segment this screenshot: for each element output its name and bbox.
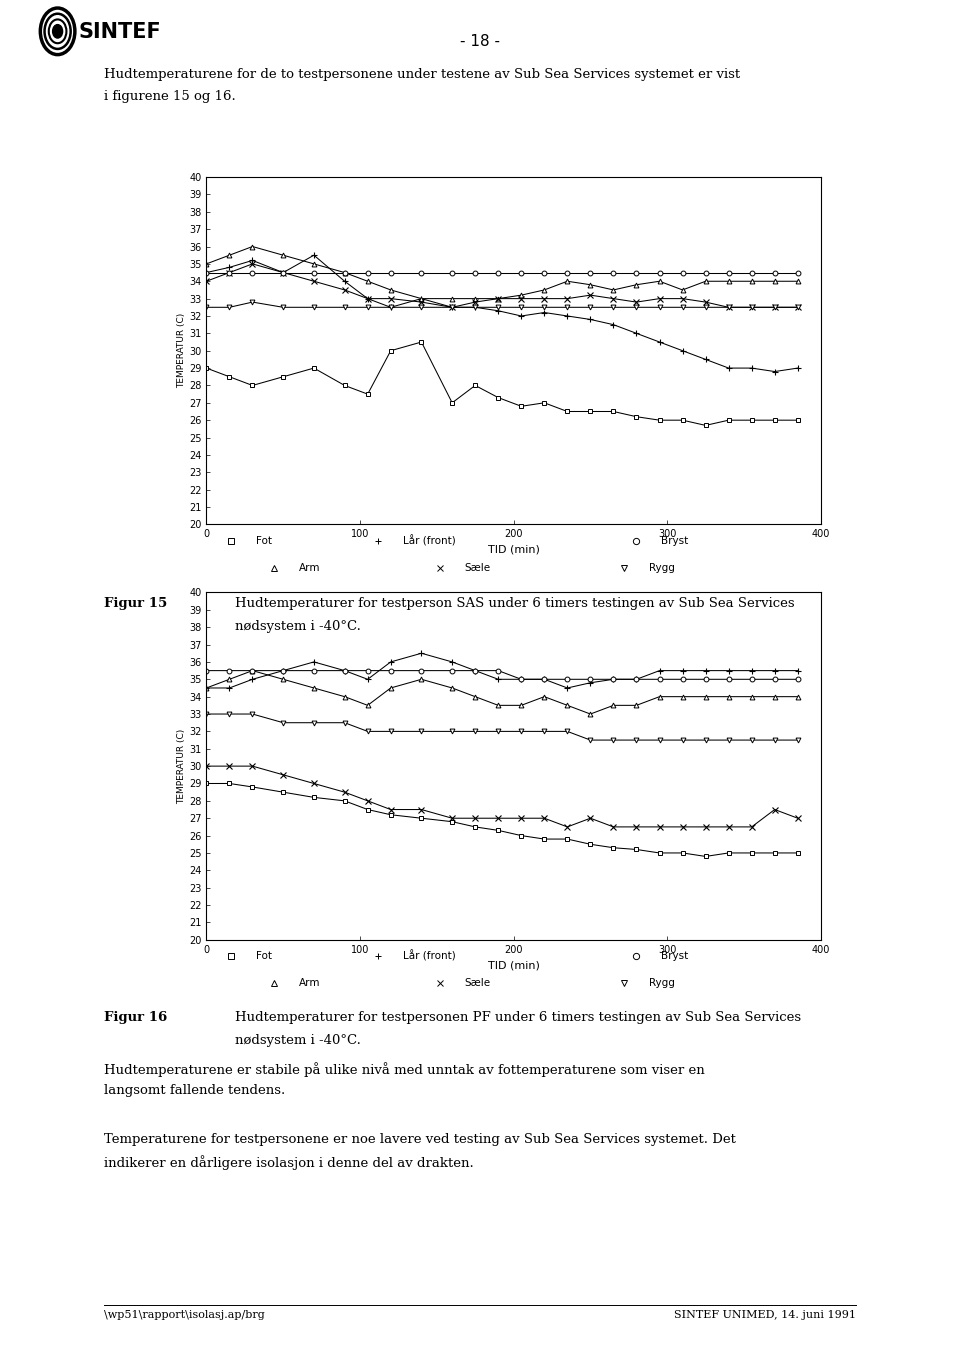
X-axis label: TID (min): TID (min) — [488, 545, 540, 554]
Text: Arm: Arm — [299, 978, 320, 989]
Text: Hudtemperaturene er stabile på ulike nivå med unntak av fottemperaturene som vis: Hudtemperaturene er stabile på ulike niv… — [104, 1062, 705, 1077]
Text: nødsystem i -40°C.: nødsystem i -40°C. — [235, 1034, 361, 1047]
Text: indikerer en dårligere isolasjon i denne del av drakten.: indikerer en dårligere isolasjon i denne… — [104, 1155, 473, 1170]
Text: Arm: Arm — [299, 563, 320, 573]
Text: Temperaturene for testpersonene er noe lavere ved testing av Sub Sea Services sy: Temperaturene for testpersonene er noe l… — [104, 1133, 735, 1147]
Text: Hudtemperaturene for de to testpersonene under testene av Sub Sea Services syste: Hudtemperaturene for de to testpersonene… — [104, 68, 740, 82]
Text: Lår (front): Lår (front) — [403, 535, 456, 546]
Text: Rygg: Rygg — [649, 978, 675, 989]
Text: Hudtemperaturer for testperson SAS under 6 timers testingen av Sub Sea Services: Hudtemperaturer for testperson SAS under… — [235, 597, 795, 610]
Text: Rygg: Rygg — [649, 563, 675, 573]
Text: Sæle: Sæle — [465, 563, 491, 573]
Text: - 18 -: - 18 - — [460, 34, 500, 49]
Text: Hudtemperaturer for testpersonen PF under 6 timers testingen av Sub Sea Services: Hudtemperaturer for testpersonen PF unde… — [235, 1011, 802, 1024]
Text: SINTEF: SINTEF — [79, 22, 161, 42]
Text: Bryst: Bryst — [661, 535, 688, 546]
Text: Lår (front): Lår (front) — [403, 951, 456, 962]
Text: Sæle: Sæle — [465, 978, 491, 989]
Text: langsomt fallende tendens.: langsomt fallende tendens. — [104, 1084, 285, 1098]
Text: Figur 16: Figur 16 — [104, 1011, 167, 1024]
Circle shape — [53, 25, 62, 38]
Text: SINTEF UNIMED, 14. juni 1991: SINTEF UNIMED, 14. juni 1991 — [674, 1310, 856, 1320]
X-axis label: TID (min): TID (min) — [488, 960, 540, 970]
Text: Bryst: Bryst — [661, 951, 688, 962]
Text: \wp51\rapport\isolasj.ap/brg: \wp51\rapport\isolasj.ap/brg — [104, 1310, 264, 1320]
Y-axis label: TEMPERATUR (C): TEMPERATUR (C) — [178, 313, 186, 388]
Text: Fot: Fot — [255, 951, 272, 962]
Text: nødsystem i -40°C.: nødsystem i -40°C. — [235, 620, 361, 633]
Y-axis label: TEMPERATUR (C): TEMPERATUR (C) — [178, 729, 186, 804]
Text: Fot: Fot — [255, 535, 272, 546]
Text: i figurene 15 og 16.: i figurene 15 og 16. — [104, 90, 235, 104]
Text: Figur 15: Figur 15 — [104, 597, 167, 610]
